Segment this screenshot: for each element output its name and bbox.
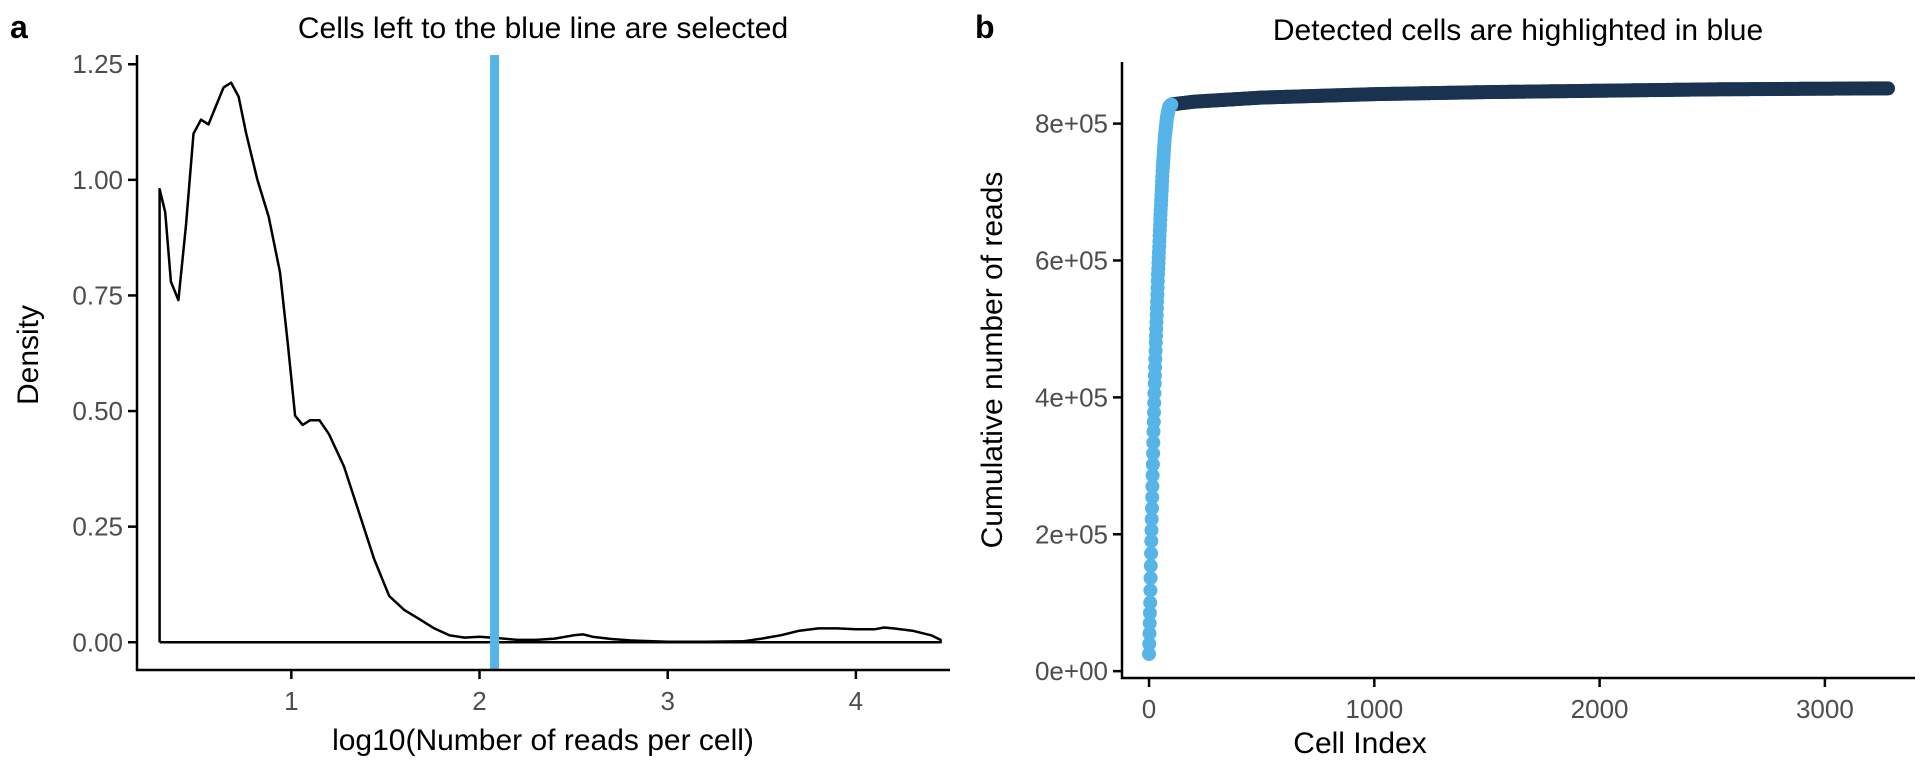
detected-cell-point: [1144, 534, 1159, 549]
density-y-axis-title: Density: [12, 305, 45, 405]
detected-cell-point: [1142, 626, 1157, 641]
cumulative-x-axis-title: Cell Index: [1293, 727, 1426, 760]
cumulative-x-tick-label: 2000: [1571, 694, 1629, 724]
panel-a-letter: a: [10, 9, 28, 45]
density-curve: [158, 81, 942, 644]
density-y-tick-label: 0.00: [72, 627, 123, 657]
density-chart-title: Cells left to the blue line are selected: [298, 12, 788, 45]
density-plot-area: 1 2 3 4 0.00 0.25 0.50 0.75 1.00 1.25: [72, 49, 950, 716]
cumulative-plot-area: 0 1000 2000 3000 0e+00 2e+05 4e+05 6e+05 8e+05: [1035, 62, 1915, 724]
detected-cell-point: [1146, 435, 1161, 450]
density-y-tick-label: 1.00: [72, 165, 123, 195]
detected-cell-point: [1145, 501, 1159, 516]
detected-cell-point: [1142, 636, 1157, 651]
detected-cell-point: [1144, 546, 1159, 561]
undetected-cell-point: [1881, 81, 1895, 96]
detected-cell-point: [1143, 558, 1158, 573]
detected-cell-point: [1164, 97, 1179, 112]
cumulative-y-axis-title: Cumulative number of reads: [976, 172, 1009, 549]
detected-cell-point: [1145, 457, 1160, 472]
density-y-tick-label: 1.25: [72, 49, 123, 79]
density-y-tick-label: 0.25: [72, 512, 123, 542]
detected-cell-point: [1144, 523, 1159, 538]
cumulative-x-tick-label: 1000: [1345, 694, 1403, 724]
cumulative-x-tick-label: 0: [1142, 694, 1156, 724]
density-x-tick-label: 3: [660, 686, 674, 716]
cumulative-y-tick-label: 6e+05: [1035, 245, 1108, 275]
detected-cell-point: [1145, 479, 1160, 494]
detected-cell-point: [1145, 490, 1160, 505]
detected-cell-point: [1142, 647, 1156, 661]
cumulative-x-tick-label: 3000: [1796, 694, 1854, 724]
detected-cell-point: [1144, 512, 1159, 527]
detected-cell-point: [1143, 571, 1158, 586]
cumulative-chart-title: Detected cells are highlighted in blue: [1273, 14, 1763, 47]
density-x-tick-label: 2: [472, 686, 486, 716]
detected-cell-point: [1146, 446, 1161, 461]
detected-cell-point: [1142, 616, 1157, 631]
density-y-tick-label: 0.50: [72, 396, 123, 426]
detected-cell-point: [1142, 606, 1157, 620]
density-y-tick-label: 0.75: [72, 280, 123, 310]
cumulative-panel: b Detected cells are highlighted in blue…: [975, 9, 1915, 760]
cumulative-y-tick-label: 8e+05: [1035, 109, 1108, 139]
cumulative-y-tick-label: 4e+05: [1035, 382, 1108, 412]
panel-b-letter: b: [975, 9, 995, 45]
detected-cell-point: [1143, 595, 1158, 610]
cumulative-y-tick-label: 2e+05: [1035, 519, 1108, 549]
detected-cell-point: [1143, 583, 1158, 598]
density-panel: a Cells left to the blue line are select…: [10, 9, 950, 757]
density-x-tick-label: 4: [849, 686, 863, 716]
density-x-tick-label: 1: [284, 686, 298, 716]
detected-cell-point: [1145, 468, 1160, 483]
cumulative-y-tick-label: 0e+00: [1035, 656, 1108, 686]
density-x-axis-title: log10(Number of reads per cell): [332, 724, 754, 757]
